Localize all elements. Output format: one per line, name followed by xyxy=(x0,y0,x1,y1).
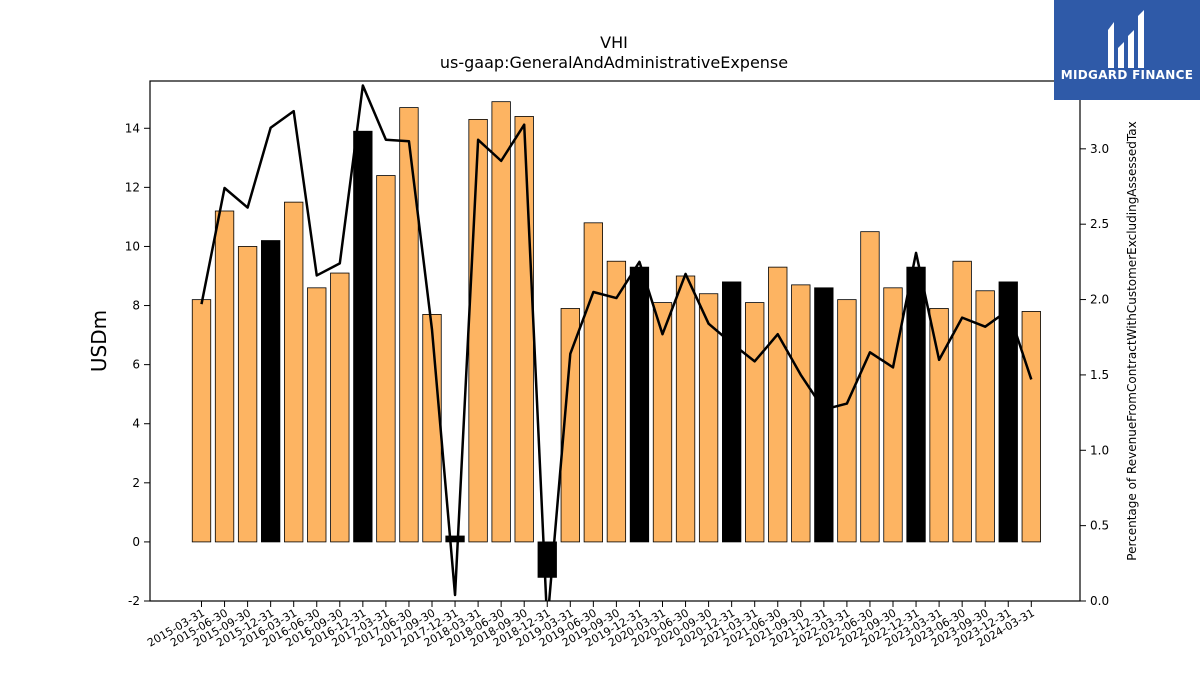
y-axis-label: USDm xyxy=(87,310,111,372)
bar-2017-03-31 xyxy=(376,175,396,543)
y-tick-label: 4 xyxy=(132,417,140,431)
y2-tick-label: 1.0 xyxy=(1090,443,1109,457)
bar-2023-09-30 xyxy=(975,290,995,543)
y-tick-label: 14 xyxy=(125,121,140,135)
bar-2023-06-30 xyxy=(952,260,972,543)
bar-2017-06-30 xyxy=(399,107,419,543)
y2-tick-label: 2.0 xyxy=(1090,293,1109,307)
bar-2021-09-30 xyxy=(791,284,811,543)
y-tick-label: 10 xyxy=(125,239,140,253)
bar-2023-03-31 xyxy=(929,308,949,543)
bar-2015-03-31 xyxy=(191,299,212,543)
x-axis: 2015-03-312015-06-302015-09-302015-12-31… xyxy=(145,601,1037,650)
bar-2019-09-30 xyxy=(606,260,627,543)
bar-2019-12-31 xyxy=(629,266,650,543)
bar-2018-06-30 xyxy=(491,101,511,543)
bar-2017-09-30 xyxy=(422,314,442,543)
bar-2015-12-31 xyxy=(260,240,281,543)
bar-2023-12-31 xyxy=(998,281,1018,543)
bar-2018-03-31 xyxy=(468,119,488,543)
brand-logo: MIDGARD FINANCE xyxy=(1054,0,1200,100)
y-tick-label: 2 xyxy=(132,476,140,490)
bar-2016-09-30 xyxy=(330,272,350,543)
y-tick-label: 12 xyxy=(125,180,140,194)
bar-2022-06-30 xyxy=(860,231,880,543)
y-axis-right: 0.0 0.5 1.0 1.5 2.0 2.5 3.0 xyxy=(1080,142,1109,608)
bar-2021-06-30 xyxy=(768,266,788,543)
bar-2022-12-31 xyxy=(906,266,926,543)
bar-2018-09-30 xyxy=(514,116,534,543)
y2-tick-label: 1.5 xyxy=(1090,368,1109,382)
logo-text: MIDGARD FINANCE xyxy=(1060,68,1194,82)
bar-2016-06-30 xyxy=(307,287,327,543)
bar-2022-03-31 xyxy=(837,299,857,543)
bar-2021-12-31 xyxy=(814,287,834,543)
logo-mark-icon xyxy=(1108,10,1144,68)
bar-2024-03-31 xyxy=(1021,311,1041,543)
chart-subtitle: us-gaap:GeneralAndAdministrativeExpense xyxy=(440,53,788,72)
bar-2021-03-31 xyxy=(745,302,765,543)
bar-2019-03-31 xyxy=(560,308,580,543)
y-axis-left: -2 0 2 4 6 8 10 12 14 xyxy=(125,121,150,608)
y2-tick-label: 2.5 xyxy=(1090,217,1109,231)
bar-2019-06-30 xyxy=(583,222,603,543)
chart-title: VHI xyxy=(600,33,628,52)
bar-2015-09-30 xyxy=(237,246,258,543)
y2-tick-label: 3.0 xyxy=(1090,142,1109,156)
y2-tick-label: 0.0 xyxy=(1090,594,1109,608)
bar-2020-06-30 xyxy=(675,275,696,543)
y-tick-label: 0 xyxy=(132,535,140,549)
bar-2016-12-31 xyxy=(353,130,373,543)
y2-axis-label: Percentage of RevenueFromContractWithCus… xyxy=(1125,121,1139,560)
y-tick-label: 8 xyxy=(132,299,140,313)
bar-2020-03-31 xyxy=(652,302,673,543)
y-tick-label: -2 xyxy=(128,594,140,608)
bar-2016-03-31 xyxy=(284,201,304,543)
y2-tick-label: 0.5 xyxy=(1090,519,1109,533)
percentage-line xyxy=(200,84,1033,601)
bar-2015-06-30 xyxy=(214,210,235,543)
bar-2020-12-31 xyxy=(722,281,742,543)
bar-2017-12-31 xyxy=(445,535,465,543)
y-tick-label: 6 xyxy=(132,358,140,372)
bar-series xyxy=(191,101,1041,578)
bar-2022-09-30 xyxy=(883,287,903,543)
bar-2020-09-30 xyxy=(698,293,719,543)
plot-frame xyxy=(149,80,1081,602)
